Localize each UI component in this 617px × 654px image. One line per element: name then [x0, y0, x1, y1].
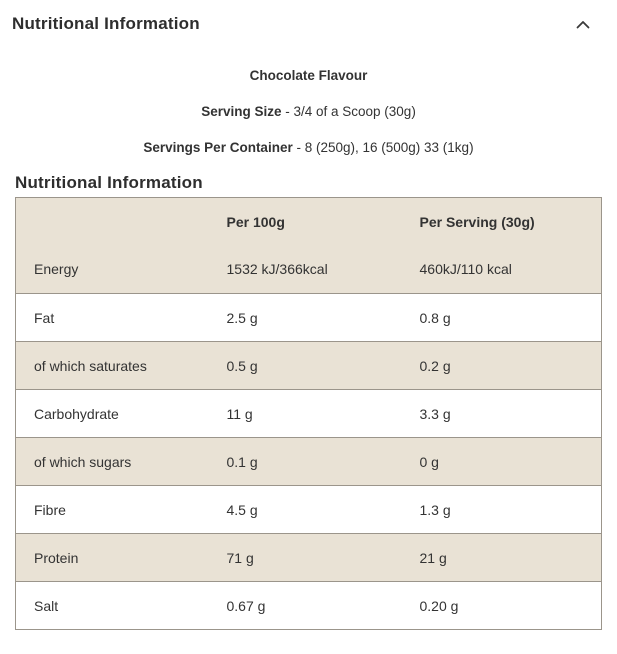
column-header-per-serving: Per Serving (30g) — [419, 213, 535, 230]
value-per-100g: 0.67 g — [226, 597, 266, 614]
table-row: Carbohydrate 11 g 3.3 g — [15, 389, 602, 438]
product-info-block: Chocolate Flavour Serving Size - 3/4 of … — [0, 68, 617, 156]
serving-size-value: - 3/4 of a Scoop (30g) — [281, 104, 416, 119]
chevron-up-icon[interactable] — [575, 16, 591, 32]
serving-size-line: Serving Size - 3/4 of a Scoop (30g) — [0, 104, 617, 120]
nutrient-name: Protein — [34, 549, 79, 566]
table-row: Protein 71 g 21 g — [15, 533, 602, 582]
table-body: Energy 1532 kJ/366kcal 460kJ/110 kcal Fat 2.… — [15, 245, 602, 630]
servings-per-container-label: Servings Per Container — [143, 140, 293, 155]
nutrient-name: Fibre — [34, 501, 66, 518]
table-row: Fat 2.5 g 0.8 g — [15, 293, 602, 342]
table-header-row: Per 100g Per Serving (30g) — [15, 197, 602, 246]
nutrient-name: of which saturates — [34, 357, 147, 374]
value-per-serving: 21 g — [419, 549, 447, 566]
table-row: of which sugars 0.1 g 0 g — [15, 437, 602, 486]
table-row: Energy 1532 kJ/366kcal 460kJ/110 kcal — [15, 245, 602, 294]
value-per-serving: 0.2 g — [419, 357, 451, 374]
nutrient-name: of which sugars — [34, 453, 132, 470]
flavour-name: Chocolate Flavour — [249, 68, 368, 83]
table-row: of which saturates 0.5 g 0.2 g — [15, 341, 602, 390]
value-per-serving: 0.20 g — [419, 597, 459, 614]
servings-per-container-value: - 8 (250g), 16 (500g) 33 (1kg) — [292, 140, 474, 155]
serving-size-label: Serving Size — [201, 104, 282, 119]
value-per-serving: 0.8 g — [419, 309, 451, 326]
nutrient-name: Carbohydrate — [34, 405, 119, 422]
value-per-serving: 460kJ/110 kcal — [419, 261, 512, 278]
nutrition-panel: Nutritional Information Chocolate Flavou… — [0, 0, 617, 630]
column-header-per-100g: Per 100g — [226, 213, 285, 230]
nutrient-name: Fat — [34, 309, 55, 326]
section-title: Nutritional Information — [15, 173, 203, 192]
value-per-100g: 11 g — [226, 405, 253, 422]
value-per-100g: 4.5 g — [226, 501, 258, 518]
value-per-100g: 0.1 g — [226, 453, 258, 470]
value-per-serving: 1.3 g — [419, 501, 451, 518]
value-per-100g: 1532 kJ/366kcal — [226, 261, 328, 278]
value-per-100g: 0.5 g — [226, 357, 258, 374]
value-per-100g: 71 g — [226, 549, 254, 566]
nutrient-name: Salt — [34, 597, 59, 614]
accordion-title: Nutritional Information — [12, 14, 200, 33]
column-header-blank — [16, 198, 227, 246]
table-row: Salt 0.67 g 0.20 g — [15, 581, 602, 630]
accordion-header-nutritional-information[interactable]: Nutritional Information — [0, 0, 617, 34]
nutrition-table: Per 100g Per Serving (30g) Energy 1532 kJ… — [15, 197, 602, 630]
value-per-serving: 0 g — [419, 453, 439, 470]
nutrient-name: Energy — [34, 261, 79, 278]
table-row: Fibre 4.5 g 1.3 g — [15, 485, 602, 534]
servings-per-container-line: Servings Per Container - 8 (250g), 16 (5… — [0, 140, 617, 156]
value-per-serving: 3.3 g — [419, 405, 451, 422]
value-per-100g: 2.5 g — [226, 309, 258, 326]
